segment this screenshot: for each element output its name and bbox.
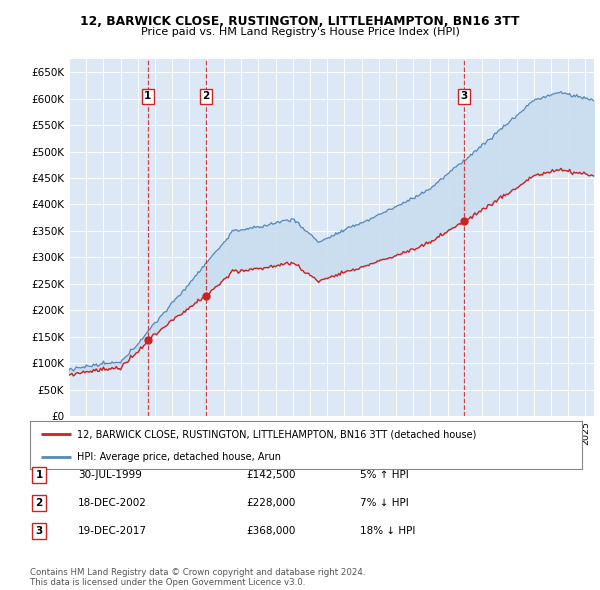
Text: HPI: Average price, detached house, Arun: HPI: Average price, detached house, Arun (77, 452, 281, 462)
Text: 1: 1 (144, 91, 151, 101)
Text: 3: 3 (35, 526, 43, 536)
Text: £368,000: £368,000 (246, 526, 295, 536)
Text: 2: 2 (35, 498, 43, 507)
Text: 7% ↓ HPI: 7% ↓ HPI (360, 498, 409, 507)
Text: 1: 1 (35, 470, 43, 480)
Text: 30-JUL-1999: 30-JUL-1999 (78, 470, 142, 480)
Text: Contains HM Land Registry data © Crown copyright and database right 2024.
This d: Contains HM Land Registry data © Crown c… (30, 568, 365, 587)
Text: 2: 2 (202, 91, 209, 101)
Text: 18% ↓ HPI: 18% ↓ HPI (360, 526, 415, 536)
Text: 12, BARWICK CLOSE, RUSTINGTON, LITTLEHAMPTON, BN16 3TT: 12, BARWICK CLOSE, RUSTINGTON, LITTLEHAM… (80, 15, 520, 28)
Text: 19-DEC-2017: 19-DEC-2017 (78, 526, 147, 536)
Text: 3: 3 (461, 91, 468, 101)
Text: £228,000: £228,000 (246, 498, 295, 507)
Text: Price paid vs. HM Land Registry's House Price Index (HPI): Price paid vs. HM Land Registry's House … (140, 27, 460, 37)
Text: £142,500: £142,500 (246, 470, 296, 480)
Text: 12, BARWICK CLOSE, RUSTINGTON, LITTLEHAMPTON, BN16 3TT (detached house): 12, BARWICK CLOSE, RUSTINGTON, LITTLEHAM… (77, 429, 476, 439)
Text: 5% ↑ HPI: 5% ↑ HPI (360, 470, 409, 480)
Text: 18-DEC-2002: 18-DEC-2002 (78, 498, 147, 507)
